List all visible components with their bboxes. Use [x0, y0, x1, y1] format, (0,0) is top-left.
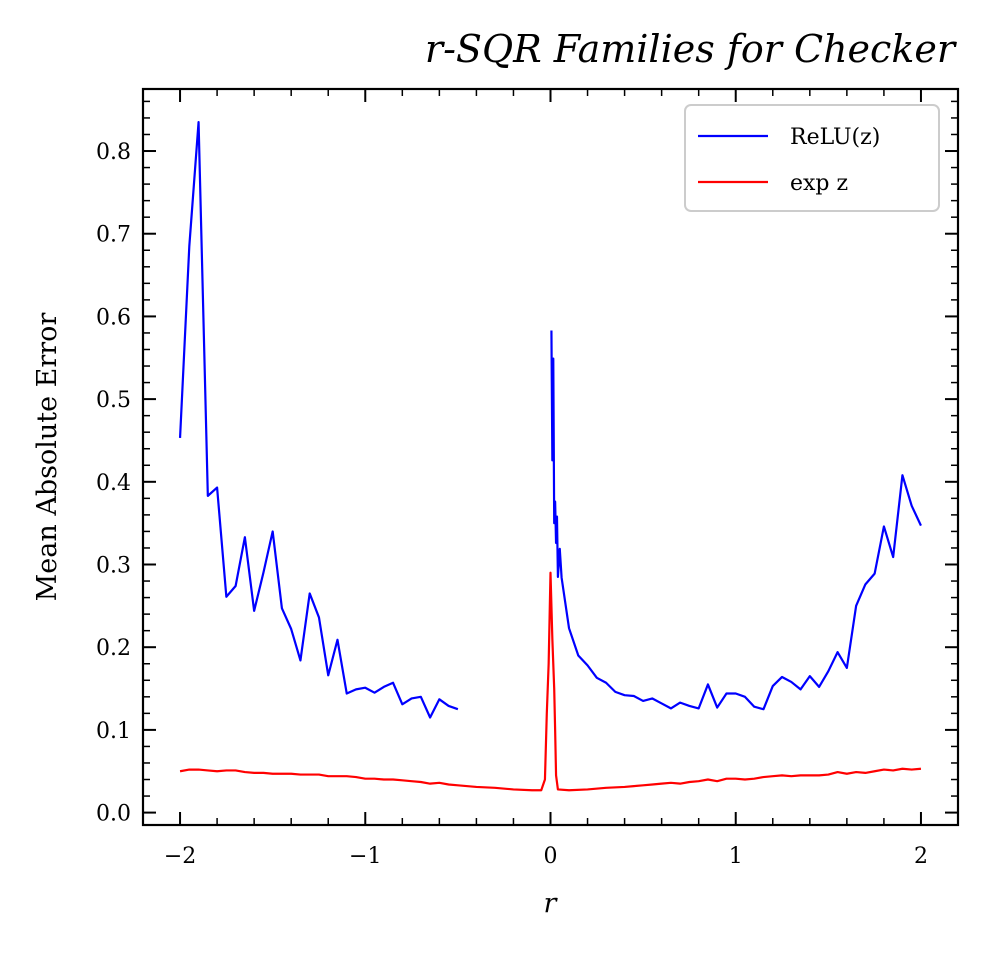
x-tick-label: 2: [914, 844, 928, 869]
y-tick-label: 0.0: [96, 802, 131, 827]
y-tick-label: 0.1: [96, 719, 131, 744]
legend: ReLU(z) exp z: [684, 104, 940, 212]
plot-frame: [141, 87, 960, 827]
legend-box: [684, 104, 940, 212]
y-tick-label: 0.5: [96, 388, 131, 413]
series-layer: [178, 120, 922, 792]
y-tick-label: 0.4: [96, 471, 131, 496]
series-1-line-segment-0: [179, 571, 922, 792]
legend-label-0: ReLU(z): [790, 125, 880, 150]
y-tick-label: 0.7: [96, 223, 131, 248]
series-0-line-segment-0: [178, 120, 459, 719]
series-0-line-segment-1: [550, 330, 922, 711]
x-tick-label: 1: [729, 844, 743, 869]
x-tick-label: −2: [164, 844, 196, 869]
legend-entries: ReLU(z) exp z: [698, 125, 880, 196]
y-tick-label: 0.6: [96, 305, 131, 330]
y-tick-label: 0.2: [96, 636, 131, 661]
ticks-layer: −2 −1 0 1 2 0.0 0.1 0.2 0.3 0.4 0.5 0.6 0.7 0.8: [96, 89, 959, 869]
y-tick-label: 0.3: [96, 554, 131, 579]
chart-title: r-SQR Families for Checker: [425, 27, 958, 71]
x-tick-label: −1: [349, 844, 381, 869]
y-axis-label: Mean Absolute Error: [32, 313, 63, 602]
x-tick-label: 0: [544, 844, 558, 869]
legend-label-1: exp z: [790, 171, 848, 196]
y-tick-label: 0.8: [96, 140, 131, 165]
plot-area: −2 −1 0 1 2 0.0 0.1 0.2 0.3 0.4 0.5 0.6 0.7 0.8: [96, 87, 960, 869]
x-axis-label: r: [544, 888, 559, 919]
